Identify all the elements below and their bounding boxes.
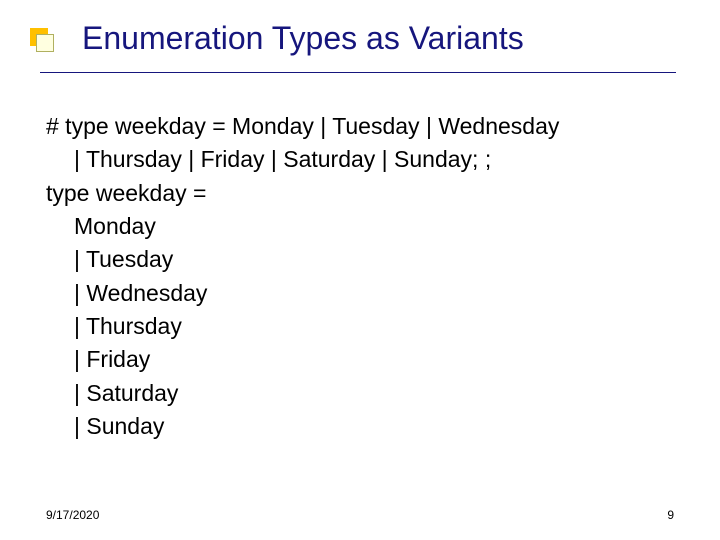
footer-date: 9/17/2020: [46, 508, 99, 522]
slide-body: # type weekday = Monday | Tuesday | Wedn…: [46, 110, 686, 443]
code-line: | Thursday | Friday | Saturday | Sunday;…: [46, 143, 686, 176]
code-line: Monday: [46, 210, 686, 243]
title-bullet-icon: [30, 28, 52, 50]
slide: Enumeration Types as Variants # type wee…: [0, 0, 720, 540]
code-line: | Friday: [46, 343, 686, 376]
code-line: | Sunday: [46, 410, 686, 443]
code-line: | Tuesday: [46, 243, 686, 276]
bullet-front-square: [36, 34, 54, 52]
title-region: Enumeration Types as Variants: [0, 8, 720, 72]
code-line: # type weekday = Monday | Tuesday | Wedn…: [46, 110, 686, 143]
title-underline: [40, 72, 676, 73]
footer-page-number: 9: [667, 508, 674, 522]
code-line: | Wednesday: [46, 277, 686, 310]
code-line: type weekday =: [46, 177, 686, 210]
code-line: | Saturday: [46, 377, 686, 410]
code-line: | Thursday: [46, 310, 686, 343]
slide-title: Enumeration Types as Variants: [82, 20, 524, 57]
